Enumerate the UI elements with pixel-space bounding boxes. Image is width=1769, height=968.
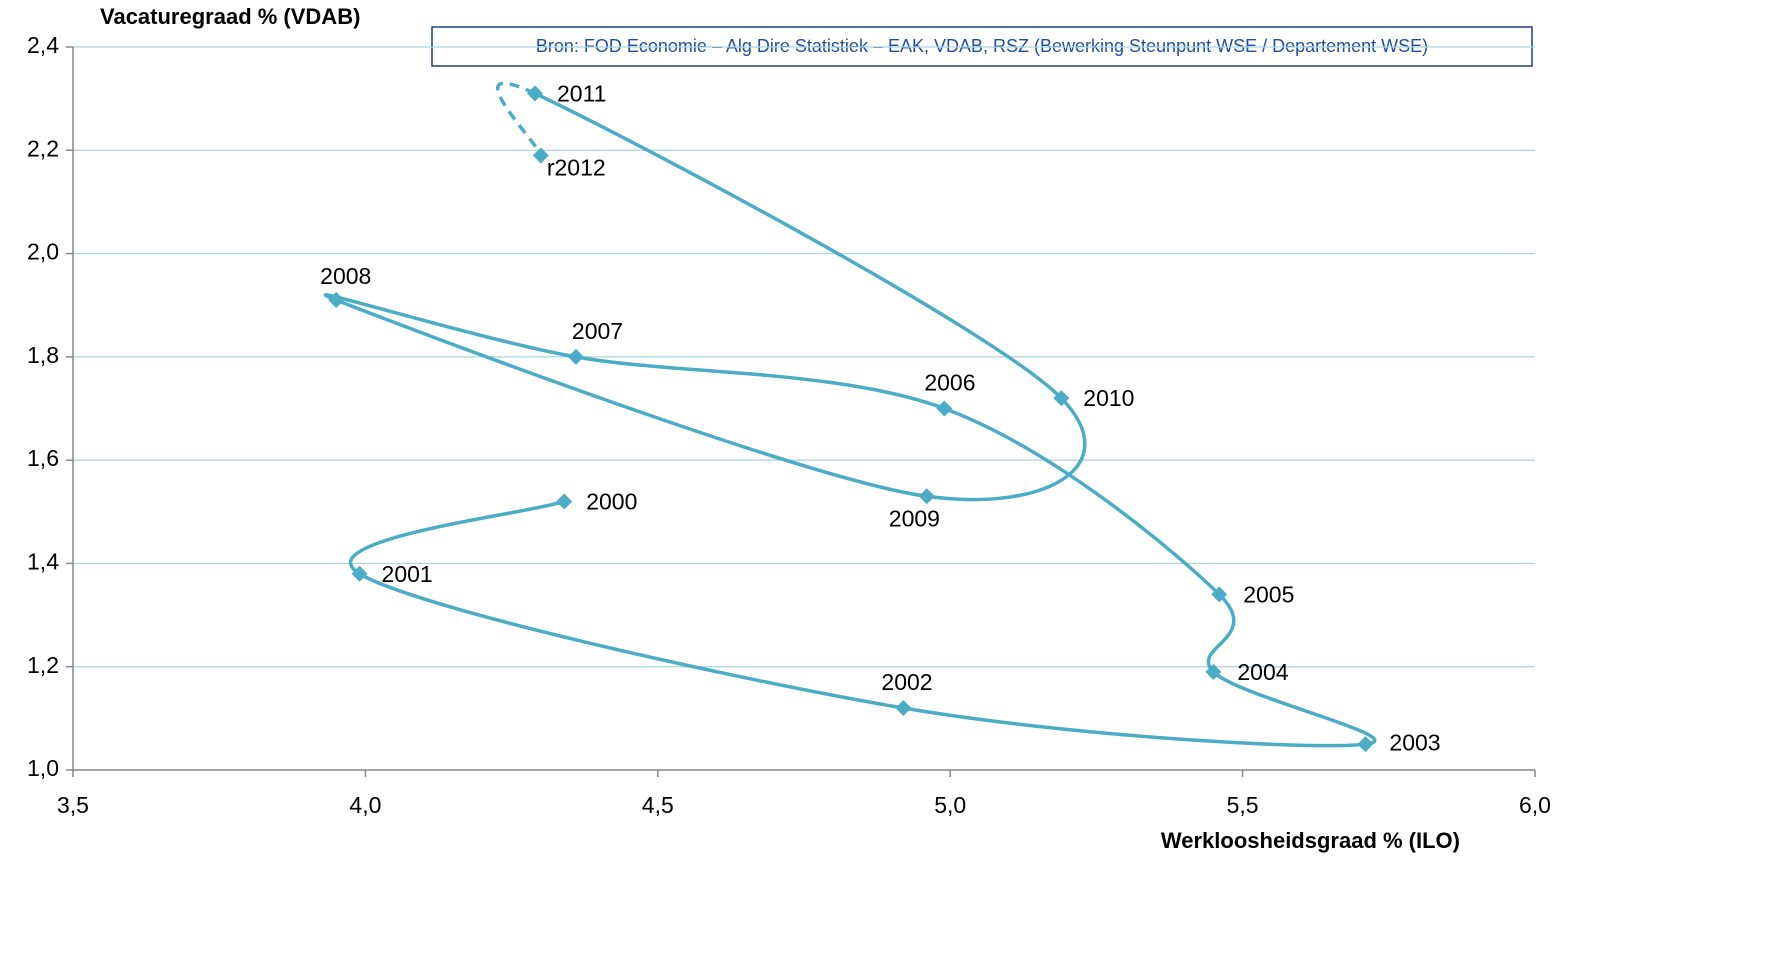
source: Bron: FOD Economie – Alg Dire Statistiek… (536, 36, 1428, 56)
marker (1211, 586, 1228, 603)
point-label: 2004 (1237, 659, 1288, 685)
marker (328, 292, 345, 309)
marker (918, 488, 935, 505)
point-label: 2009 (889, 505, 940, 531)
y-tick-label: 1,6 (27, 445, 59, 471)
x-axis-title: Werkloosheidsgraad % (ILO) (1161, 828, 1460, 853)
y-tick-label: 1,4 (27, 549, 59, 575)
line (324, 91, 1377, 748)
marker (526, 85, 543, 102)
x-tick-label: 5,5 (1227, 792, 1259, 818)
marker (556, 493, 573, 510)
marker (895, 700, 912, 717)
point-label: 2010 (1083, 385, 1134, 411)
y-tick-label: 2,2 (27, 135, 59, 161)
marker (1205, 663, 1222, 680)
point-label: 2005 (1243, 581, 1294, 607)
marker (1357, 736, 1374, 753)
marker (567, 348, 584, 365)
point-label: 2000 (586, 489, 637, 515)
x-tick-label: 4,5 (642, 792, 674, 818)
y-tick-label: 2,4 (27, 32, 59, 58)
marker (936, 400, 953, 417)
dashed-line (495, 81, 543, 157)
point-label: 2003 (1389, 729, 1440, 755)
point-label: 2011 (557, 81, 606, 107)
marker (351, 565, 368, 582)
x-tick-label: 4,0 (349, 792, 381, 818)
point-label: 2008 (320, 263, 371, 289)
marker (532, 147, 549, 164)
point-label: 2002 (881, 669, 932, 695)
point-label: 2006 (924, 370, 975, 396)
point-label: r2012 (547, 155, 606, 181)
x-tick-label: 6,0 (1519, 792, 1551, 818)
y-tick-label: 1,0 (27, 755, 59, 781)
x-tick-label: 3,5 (57, 792, 89, 818)
x-tick-label: 5,0 (934, 792, 966, 818)
y-tick-label: 1,8 (27, 342, 59, 368)
y-axis-title: Vacaturegraad % (VDAB) (100, 4, 360, 29)
point-label: 2007 (572, 318, 623, 344)
point-label: 2001 (382, 561, 433, 587)
marker (1053, 390, 1070, 407)
y-tick-label: 2,0 (27, 239, 59, 265)
y-tick-label: 1,2 (27, 652, 59, 678)
